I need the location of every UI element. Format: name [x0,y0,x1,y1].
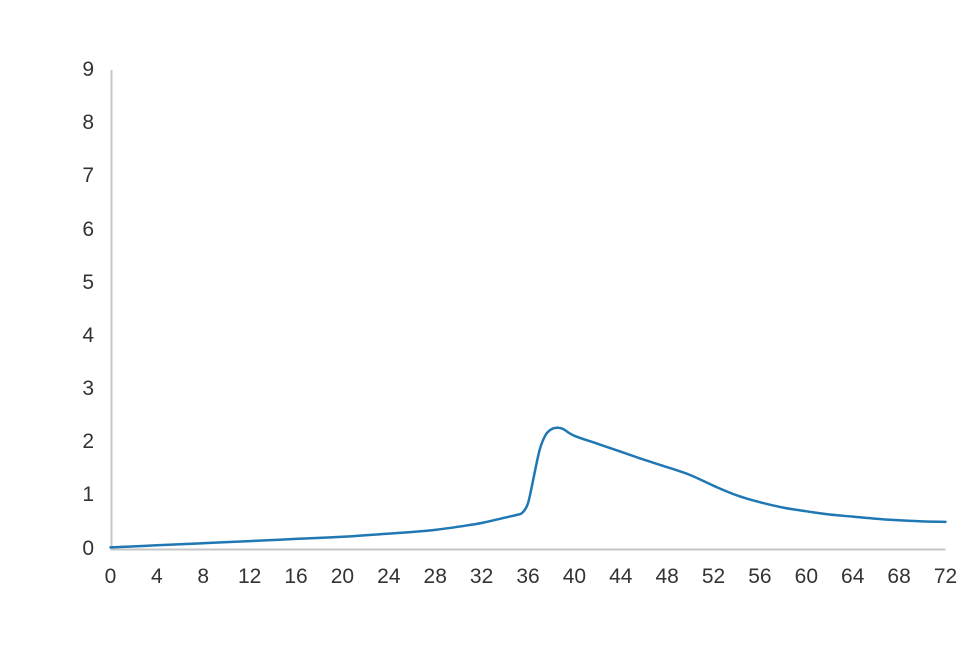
x-tick-label: 4 [151,565,163,588]
y-tick-label: 6 [82,217,94,241]
y-tick-label: 9 [82,58,94,81]
x-tick-label: 8 [197,565,210,588]
x-tick-label: 16 [284,565,308,588]
x-tick-label: 60 [794,565,819,588]
y-tick-label: 4 [82,323,94,347]
y-tick-label: 5 [82,270,94,294]
x-tick-label: 48 [655,565,679,588]
series-line [109,426,947,549]
x-tick-label: 32 [469,565,494,588]
x-tick-label: 12 [237,565,262,588]
x-tick-label: 24 [377,565,401,588]
y-tick-label: 0 [82,536,94,560]
x-tick-label: 20 [330,565,355,588]
x-tick-label: 36 [516,565,540,588]
x-tick-label: 72 [933,565,958,588]
x-tick-label: 40 [562,565,587,588]
y-tick-label: 1 [82,483,94,507]
y-tick-label: 7 [82,164,94,188]
x-tick-label: 28 [423,565,447,588]
x-tick-label: 68 [887,565,911,588]
y-tick-label: 2 [82,430,94,454]
x-tick-label: 52 [701,565,726,588]
x-tick-label: 44 [609,565,633,588]
y-tick-label: 8 [82,111,94,135]
x-tick-label: 56 [748,565,772,588]
x-tick-label: 0 [104,565,117,588]
x-tick-label: 64 [841,565,865,588]
y-tick-label: 3 [82,377,94,400]
